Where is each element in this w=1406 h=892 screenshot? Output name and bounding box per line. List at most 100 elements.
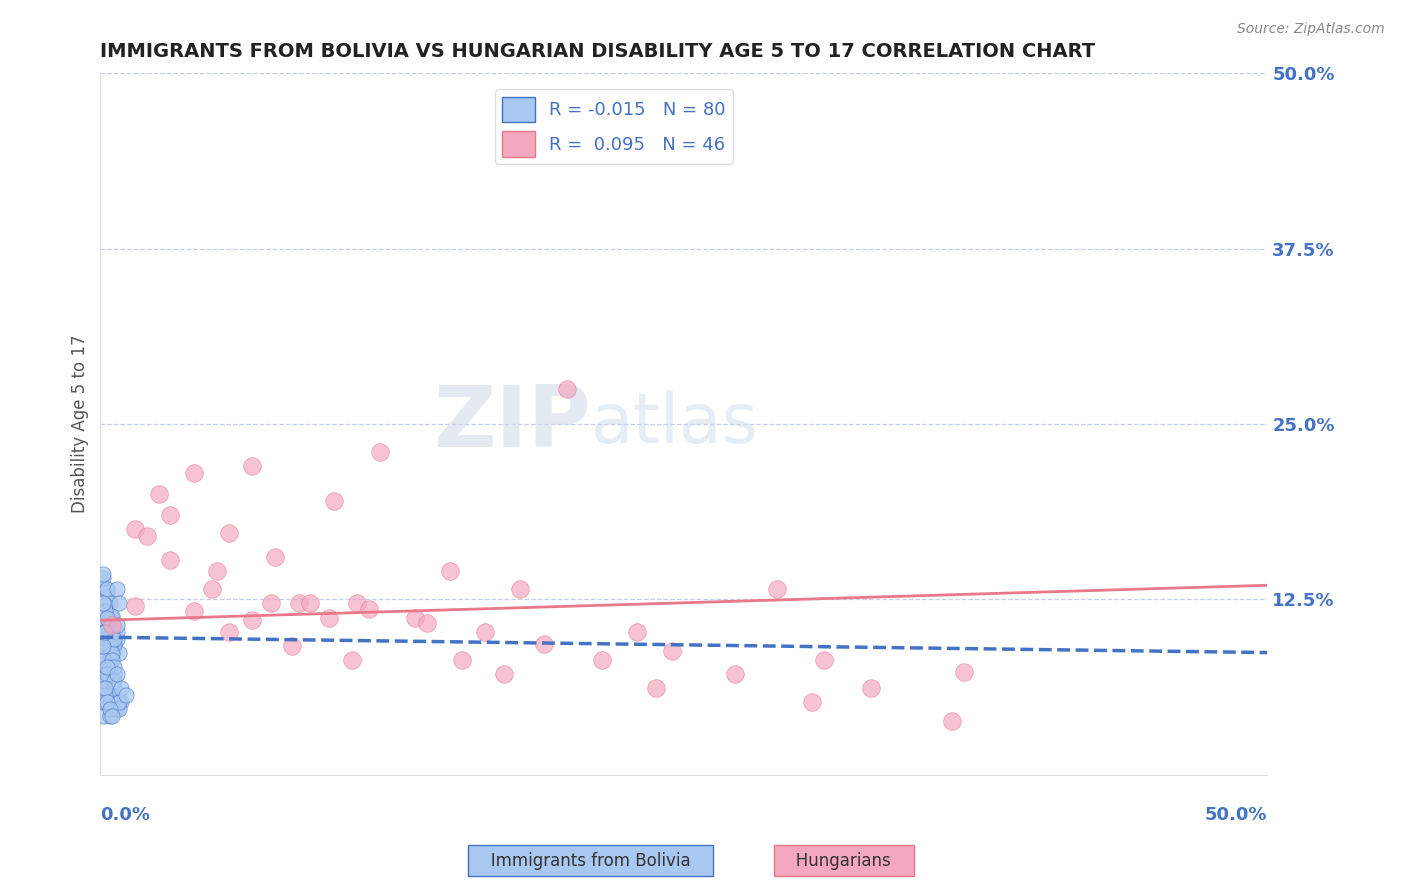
Point	[98, 634, 121, 648]
Point	[108, 646, 131, 660]
Point	[94, 695, 117, 709]
Point	[183, 603, 205, 617]
Point	[91, 567, 114, 582]
Point	[94, 620, 117, 634]
Point	[96, 659, 118, 673]
Point	[98, 646, 121, 660]
Point	[801, 695, 824, 709]
Point	[101, 652, 124, 666]
Point	[105, 666, 128, 681]
Point	[94, 681, 117, 695]
Point	[439, 564, 461, 578]
Point	[101, 648, 124, 663]
Point	[205, 564, 228, 578]
Legend: R = -0.015   N = 80, R =  0.095   N = 46: R = -0.015 N = 80, R = 0.095 N = 46	[495, 89, 733, 164]
Text: Source: ZipAtlas.com: Source: ZipAtlas.com	[1237, 22, 1385, 37]
Point	[96, 582, 118, 597]
Point	[451, 652, 474, 666]
Point	[94, 624, 117, 639]
Point	[91, 597, 114, 611]
Point	[533, 637, 555, 651]
Point	[96, 624, 118, 639]
Point	[91, 695, 114, 709]
Point	[96, 673, 118, 688]
Point	[96, 666, 118, 681]
Point	[91, 681, 114, 695]
Point	[264, 550, 287, 565]
Point	[370, 445, 392, 459]
Y-axis label: Disability Age 5 to 17: Disability Age 5 to 17	[72, 334, 89, 513]
Point	[103, 659, 125, 673]
Point	[94, 632, 117, 646]
Point	[183, 466, 205, 480]
Point	[591, 652, 613, 666]
Point	[103, 666, 125, 681]
Point	[644, 681, 666, 695]
Point	[98, 708, 121, 723]
Point	[105, 582, 128, 597]
Point	[240, 613, 263, 627]
Point	[201, 582, 224, 597]
Point	[103, 681, 125, 695]
Point	[766, 582, 789, 597]
Point	[260, 597, 283, 611]
Text: Hungarians: Hungarians	[780, 852, 907, 870]
Point	[494, 666, 516, 681]
Point	[91, 681, 114, 695]
Point	[98, 639, 121, 653]
Point	[218, 526, 240, 541]
Point	[94, 598, 117, 612]
Point	[299, 597, 322, 611]
Point	[98, 652, 121, 666]
Point	[953, 665, 976, 680]
Point	[94, 603, 117, 617]
Point	[859, 681, 882, 695]
Point	[287, 597, 309, 611]
Point	[101, 688, 124, 702]
Point	[96, 639, 118, 653]
Point	[91, 607, 114, 621]
Point	[148, 487, 170, 501]
Point	[98, 666, 121, 681]
Point	[346, 597, 368, 611]
Point	[96, 666, 118, 681]
Point	[105, 617, 128, 632]
Point	[101, 610, 124, 624]
Point	[94, 688, 117, 702]
Point	[103, 637, 125, 651]
Point	[661, 644, 683, 658]
Point	[813, 652, 835, 666]
Text: 0.0%: 0.0%	[100, 806, 150, 824]
Point	[94, 652, 117, 666]
Point	[98, 652, 121, 666]
Point	[91, 624, 114, 639]
Point	[91, 639, 114, 653]
Point	[96, 585, 118, 599]
Point	[105, 624, 128, 639]
Point	[218, 624, 240, 639]
Point	[96, 659, 118, 673]
Point	[105, 701, 128, 715]
Point	[94, 616, 117, 631]
Point	[357, 602, 380, 616]
Point	[96, 630, 118, 644]
Point	[103, 673, 125, 688]
Point	[91, 652, 114, 666]
Point	[103, 632, 125, 646]
Point	[98, 597, 121, 611]
Point	[96, 695, 118, 709]
Point	[101, 646, 124, 660]
Text: IMMIGRANTS FROM BOLIVIA VS HUNGARIAN DISABILITY AGE 5 TO 17 CORRELATION CHART: IMMIGRANTS FROM BOLIVIA VS HUNGARIAN DIS…	[100, 42, 1095, 61]
Point	[96, 610, 118, 624]
Point	[110, 681, 132, 695]
Point	[108, 701, 131, 715]
Point	[94, 688, 117, 702]
Point	[240, 458, 263, 473]
Point	[103, 639, 125, 653]
Point	[281, 639, 304, 653]
Point	[101, 673, 124, 688]
Point	[101, 617, 124, 632]
Point	[318, 610, 340, 624]
Point	[101, 708, 124, 723]
Point	[91, 666, 114, 681]
